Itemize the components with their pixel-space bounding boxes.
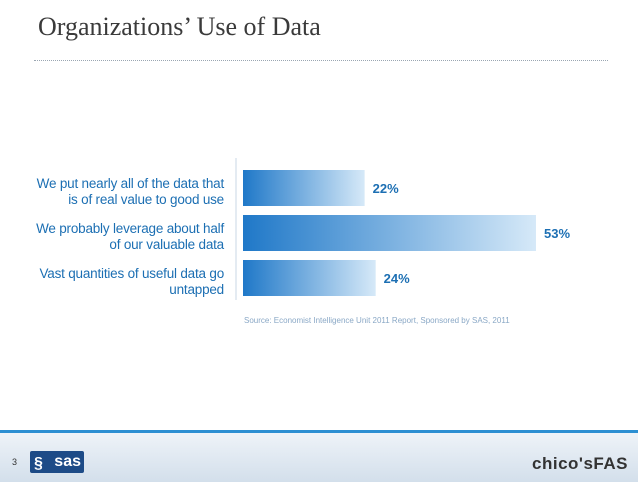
footer-bar: 3 § sas chico'sFAS — [0, 430, 638, 482]
category-label-2: We probably leverage about half of our v… — [36, 221, 224, 253]
category-label-3: Vast quantities of useful data go untapp… — [39, 266, 224, 298]
category-label-3-line-1: Vast quantities of useful data go — [39, 266, 224, 281]
chicos-fas-logo: chico'sFAS — [532, 454, 628, 473]
bar-3 — [243, 260, 376, 296]
bar-chart: 22% 53% 24% — [235, 158, 570, 300]
sas-logo-mark-icon: § — [34, 455, 43, 472]
category-label-2-line-2: of our valuable data — [109, 237, 224, 252]
bar-value-label-1: 22% — [373, 181, 399, 196]
bar-value-label-3: 24% — [384, 271, 410, 286]
chart-source: Source: Economist Intelligence Unit 2011… — [244, 316, 510, 325]
category-label-3-line-2: untapped — [169, 282, 224, 297]
category-label-1-line-2: is of real value to good use — [68, 192, 224, 207]
bar-value-label-2: 53% — [544, 226, 570, 241]
category-label-1-line-1: We put nearly all of the data that — [36, 176, 225, 191]
bar-2 — [243, 215, 536, 251]
bar-1 — [243, 170, 365, 206]
page-title: Organizations’ Use of Data — [38, 12, 321, 41]
sas-logo-text: sas — [54, 453, 81, 470]
category-label-1: We put nearly all of the data that is of… — [36, 176, 225, 208]
sas-logo: § sas — [30, 451, 84, 473]
category-label-2-line-1: We probably leverage about half — [36, 221, 224, 236]
title-divider — [34, 60, 608, 61]
page-number: 3 — [12, 457, 18, 467]
